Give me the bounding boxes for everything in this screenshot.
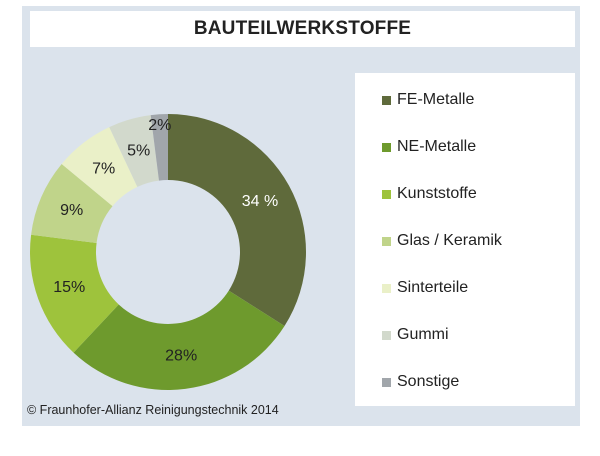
legend-label: Kunststoffe	[397, 185, 477, 202]
donut-slices	[29, 114, 306, 391]
legend-item: FE-Metalle	[382, 91, 474, 109]
donut-slice-sinterteile	[61, 127, 138, 207]
donut-slice-ne-metalle	[73, 290, 285, 391]
legend-label: Gummi	[397, 326, 449, 343]
legend-label: Glas / Keramik	[397, 232, 502, 249]
donut-slice-label: 15%	[53, 279, 85, 296]
donut-slice-gummi	[109, 115, 159, 187]
donut-slice-label: 2%	[148, 117, 171, 134]
legend-label: Sonstige	[397, 373, 460, 390]
donut-slice-label: 34 %	[242, 193, 278, 210]
donut-slice-labels: 34 % 28% 15% 9% 7% 5% 2%	[53, 117, 278, 365]
donut-slice-label: 5%	[127, 143, 150, 160]
donut-slice-label: 28%	[165, 348, 197, 365]
chart-legend: FE-Metalle NE-Metalle Kunststoffe Glas / Ke…	[355, 73, 575, 406]
donut-slice-kunststoffe	[29, 234, 119, 353]
legend-swatch	[382, 377, 391, 387]
chart-title: BAUTEILWERKSTOFFE	[193, 18, 412, 39]
legend-item: Glas / Keramik	[382, 232, 502, 250]
legend-item: NE-Metalle	[382, 138, 476, 156]
donut-slice-label: 7%	[92, 161, 115, 178]
chart-title-box: BAUTEILWERKSTOFFE	[30, 11, 575, 47]
donut-slice-sonstige	[150, 114, 168, 181]
donut-slice-label: 9%	[60, 202, 83, 219]
copyright-note: © Fraunhofer-Allianz Reinigungstechnik 2…	[27, 403, 279, 417]
legend-swatch	[382, 283, 391, 293]
legend-label: Sinterteile	[397, 279, 469, 296]
donut-slice-glas-keramik	[31, 164, 113, 243]
donut-slice-fe-metalle	[168, 114, 306, 326]
legend-swatch	[382, 330, 391, 340]
legend-swatch	[382, 189, 391, 199]
legend-item: Sonstige	[382, 373, 459, 391]
legend-swatch	[382, 95, 391, 105]
legend-label: NE-Metalle	[397, 138, 477, 155]
legend-item: Kunststoffe	[382, 185, 477, 203]
legend-label: FE-Metalle	[397, 91, 475, 108]
legend-item: Gummi	[382, 326, 449, 344]
legend-item: Sinterteile	[382, 279, 468, 297]
legend-swatch	[382, 236, 391, 246]
legend-swatch	[382, 142, 391, 152]
